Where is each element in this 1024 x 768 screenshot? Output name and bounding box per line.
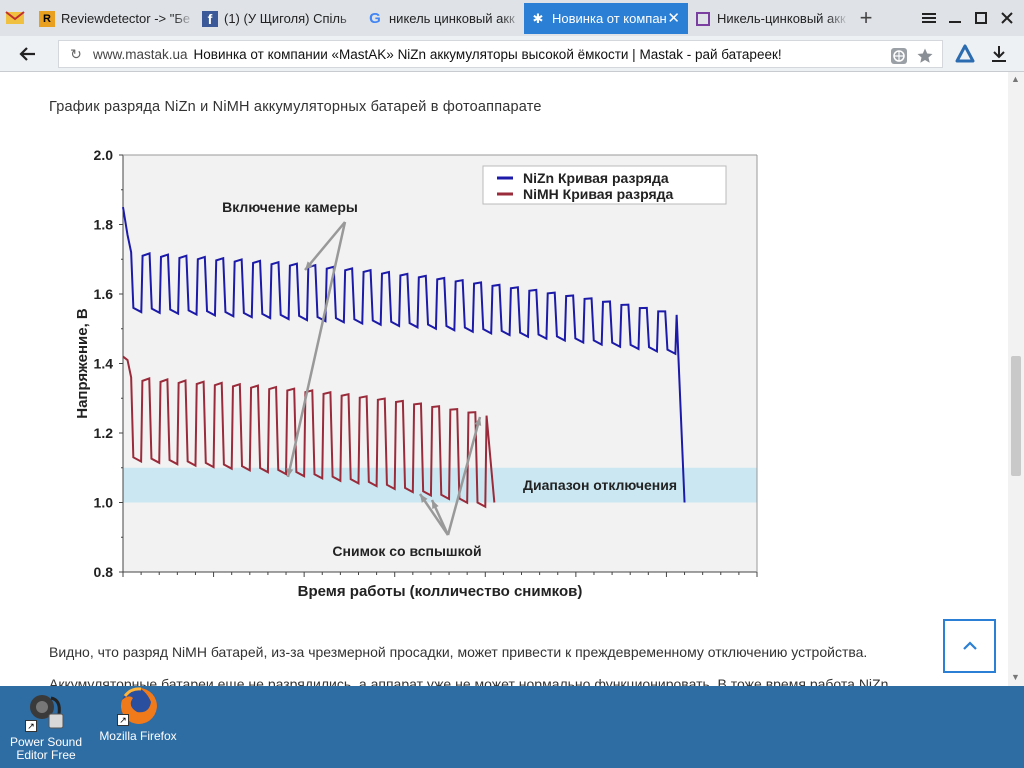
- annotation-cutoff: Диапазон отключения: [523, 477, 677, 493]
- tab-facebook[interactable]: f (1) (У Щиголя) Спіль: [196, 3, 360, 34]
- nimh-discharge-line: [122, 355, 496, 509]
- y-tick-label: 1.4: [94, 356, 114, 372]
- maximize-button[interactable]: [968, 0, 994, 36]
- close-window-button[interactable]: [994, 0, 1020, 36]
- shortcut-arrow-icon: ↗: [25, 720, 37, 732]
- scroll-up-arrow-icon[interactable]: ▲: [1011, 74, 1020, 84]
- y-axis-label: Напряжение, В: [74, 308, 91, 419]
- x-axis-label: Время работы (колличество снимков): [298, 583, 583, 600]
- annotation-arrowhead: [432, 500, 439, 509]
- hamburger-icon: [922, 13, 936, 23]
- new-tab-button[interactable]: +: [859, 5, 873, 30]
- annotation-flash: Снимок со вспышкой: [332, 543, 481, 559]
- y-tick-label: 1.0: [94, 495, 114, 511]
- yandex-alice-icon[interactable]: [955, 44, 975, 64]
- annotation-arrowhead: [420, 494, 428, 503]
- back-arrow-icon[interactable]: [17, 43, 39, 65]
- desktop-icon-label: Mozilla Firefox: [99, 729, 177, 743]
- discharge-chart: 2.0 1.8 1.6 1.4 1.2 1.0 0.8 Время работы (колли…: [74, 147, 758, 600]
- shortcut-arrow-icon: ↗: [117, 714, 129, 726]
- scroll-down-arrow-icon[interactable]: ▼: [1011, 672, 1020, 682]
- tab-title: Reviewdetector -> "Бе: [61, 11, 191, 26]
- tab-google-search[interactable]: G никель цинковый акк: [361, 3, 523, 34]
- y-tick-label: 1.2: [94, 425, 114, 441]
- url-page-title: Новинка от компании «MastAK» NiZn аккуму…: [193, 46, 782, 62]
- desktop-icon-firefox[interactable]: ↗ Mozilla Firefox: [93, 684, 183, 743]
- close-tab-icon[interactable]: ✕: [667, 10, 680, 27]
- y-tick-label: 1.6: [94, 286, 114, 302]
- legend-box: [482, 165, 727, 205]
- annotation-camera-on: Включение камеры: [222, 199, 358, 215]
- url-domain: www.mastak.ua: [93, 46, 188, 62]
- page-content: График разряда NiZn и NiMH аккумуляторны…: [0, 72, 1008, 686]
- y-tick-label: 1.8: [94, 217, 114, 233]
- reviewdetector-icon: R: [39, 10, 55, 27]
- annotation-arrow: [286, 221, 347, 478]
- browser-mail-button[interactable]: [0, 0, 30, 36]
- google-icon: G: [369, 10, 381, 27]
- maximize-icon: [975, 12, 987, 24]
- legend-label: NiZn Кривая разряда: [523, 170, 669, 186]
- y-tick-label: 0.8: [94, 564, 114, 580]
- desktop-icon-label: Editor Free: [16, 748, 76, 762]
- tab-strip: R Reviewdetector -> "Бе f (1) (У Щиголя)…: [0, 0, 1024, 36]
- url-field[interactable]: ↻ www.mastak.ua Новинка от компании «Mas…: [58, 40, 943, 68]
- tab-title: (1) (У Щиголя) Спіль: [224, 11, 347, 26]
- tab-reviewdetector[interactable]: R Reviewdetector -> "Бе: [33, 3, 195, 34]
- tab-nickel-zinc[interactable]: Никель-цинковый акк: [689, 3, 849, 34]
- annotation-arrowhead: [305, 261, 313, 270]
- browser-menu-button[interactable]: [916, 0, 942, 36]
- article-paragraph: Аккумуляторные батареи еще не разрядилис…: [49, 676, 889, 686]
- reload-icon[interactable]: ↻: [70, 45, 82, 62]
- site-icon: [695, 11, 711, 27]
- browser-window: R Reviewdetector -> "Бе f (1) (У Щиголя)…: [0, 0, 1024, 686]
- bookmark-star-icon[interactable]: [916, 47, 934, 65]
- tab-title: Новинка от компан: [552, 11, 667, 26]
- tab-mastak-active[interactable]: ✱ Новинка от компан ✕: [524, 3, 688, 34]
- annotation-arrowhead: [286, 468, 294, 477]
- article-heading: График разряда NiZn и NiMH аккумуляторны…: [49, 99, 542, 115]
- minimize-icon: [949, 21, 961, 23]
- annotation-arrowhead: [474, 417, 482, 426]
- address-bar: ↻ www.mastak.ua Новинка от компании «Mas…: [0, 36, 1024, 72]
- article-paragraph: Видно, что разряд NiMH батарей, из-за чр…: [49, 644, 868, 660]
- mastak-icon: ✱: [532, 10, 544, 26]
- chevron-up-icon: [962, 641, 977, 650]
- vertical-scrollbar[interactable]: ▲ ▼: [1008, 72, 1024, 686]
- desktop-icon-label: Power Sound: [9, 735, 83, 749]
- plot-area: [123, 155, 757, 572]
- power-sound-editor-icon: ↗: [25, 690, 67, 732]
- nizn-discharge-line: [122, 206, 686, 503]
- scroll-to-top-button[interactable]: [943, 619, 996, 673]
- annotation-arrow: [446, 416, 482, 536]
- desktop-icon-power-sound-editor[interactable]: ↗ Power Sound Editor Free: [1, 690, 91, 762]
- y-tick-label: 2.0: [94, 147, 114, 163]
- download-icon[interactable]: [990, 44, 1008, 64]
- annotation-arrow: [304, 221, 346, 271]
- close-icon: [1001, 12, 1013, 24]
- facebook-icon: f: [202, 10, 218, 27]
- firefox-icon: ↗: [117, 684, 159, 726]
- tab-title: никель цинковый акк: [389, 11, 515, 26]
- translate-icon[interactable]: [890, 47, 908, 65]
- mail-icon: [5, 11, 25, 24]
- legend-label: NiMH Кривая разряда: [523, 186, 674, 202]
- tab-title: Никель-цинковый акк: [717, 11, 846, 26]
- scrollbar-thumb[interactable]: [1011, 356, 1021, 476]
- minimize-button[interactable]: [942, 0, 968, 36]
